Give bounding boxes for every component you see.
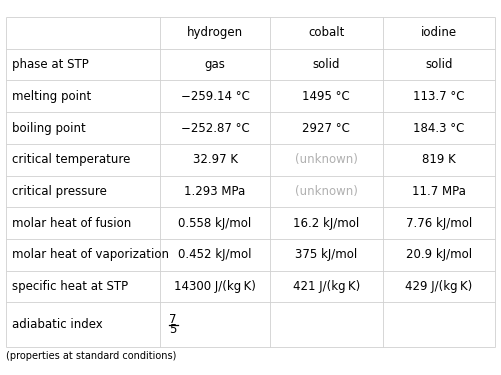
Text: 7.76 kJ/mol: 7.76 kJ/mol [406,217,472,229]
Text: molar heat of vaporization: molar heat of vaporization [12,248,169,261]
Text: −252.87 °C: −252.87 °C [181,122,249,135]
Text: molar heat of fusion: molar heat of fusion [12,217,131,229]
Text: melting point: melting point [12,90,91,103]
Text: 375 kJ/mol: 375 kJ/mol [295,248,357,261]
Text: critical temperature: critical temperature [12,153,130,166]
Text: 429 J/(kg K): 429 J/(kg K) [405,280,472,293]
Text: solid: solid [313,58,340,71]
Text: 14300 J/(kg K): 14300 J/(kg K) [174,280,256,293]
Text: 113.7 °C: 113.7 °C [413,90,464,103]
Text: 421 J/(kg K): 421 J/(kg K) [293,280,360,293]
Text: 20.9 kJ/mol: 20.9 kJ/mol [406,248,472,261]
Text: (unknown): (unknown) [295,153,358,166]
Text: cobalt: cobalt [308,26,345,39]
Text: (unknown): (unknown) [295,185,358,198]
Text: solid: solid [425,58,452,71]
Text: 819 K: 819 K [422,153,455,166]
Text: hydrogen: hydrogen [187,26,243,39]
Text: 0.452 kJ/mol: 0.452 kJ/mol [178,248,252,261]
Text: 0.558 kJ/mol: 0.558 kJ/mol [178,217,252,229]
Text: −259.14 °C: −259.14 °C [181,90,249,103]
Text: critical pressure: critical pressure [12,185,107,198]
Text: 11.7 MPa: 11.7 MPa [412,185,466,198]
Text: 1495 °C: 1495 °C [303,90,350,103]
Text: 2927 °C: 2927 °C [303,122,350,135]
Text: gas: gas [204,58,225,71]
Text: (properties at standard conditions): (properties at standard conditions) [6,351,176,361]
Text: adiabatic index: adiabatic index [12,318,103,331]
Text: 5: 5 [169,323,176,336]
Text: phase at STP: phase at STP [12,58,89,71]
Text: 16.2 kJ/mol: 16.2 kJ/mol [293,217,359,229]
Text: boiling point: boiling point [12,122,86,135]
Text: iodine: iodine [421,26,457,39]
Text: 7: 7 [169,313,176,326]
Text: 184.3 °C: 184.3 °C [413,122,464,135]
Text: specific heat at STP: specific heat at STP [12,280,128,293]
Text: 32.97 K: 32.97 K [192,153,237,166]
Text: 1.293 MPa: 1.293 MPa [184,185,245,198]
